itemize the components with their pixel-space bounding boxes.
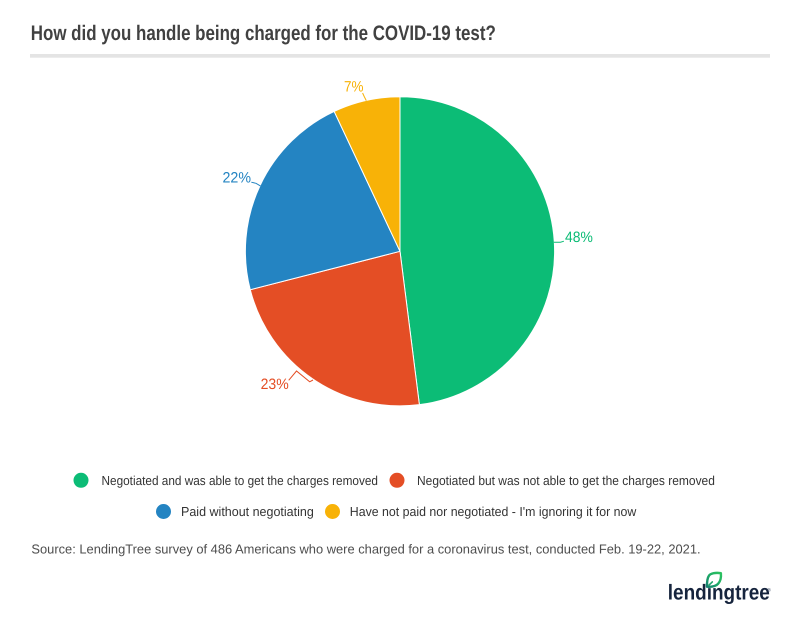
svg-text:®: ® <box>767 587 771 593</box>
svg-text:23%: 23% <box>261 376 289 393</box>
svg-text:7%: 7% <box>344 79 364 96</box>
svg-text:48%: 48% <box>565 229 593 246</box>
svg-text:22%: 22% <box>223 169 252 186</box>
svg-text:How did you handle being charg: How did you handle being charged for the… <box>31 22 496 45</box>
svg-text:Source: LendingTree survey of: Source: LendingTree survey of 486 Americ… <box>31 542 700 557</box>
svg-text:Paid without negotiating: Paid without negotiating <box>181 504 314 519</box>
svg-text:Have not paid nor negotiated -: Have not paid nor negotiated - I'm ignor… <box>350 504 637 519</box>
svg-text:Negotiated and was able to get: Negotiated and was able to get the charg… <box>102 473 379 488</box>
svg-text:Negotiated but was not able to: Negotiated but was not able to get the c… <box>417 473 715 488</box>
